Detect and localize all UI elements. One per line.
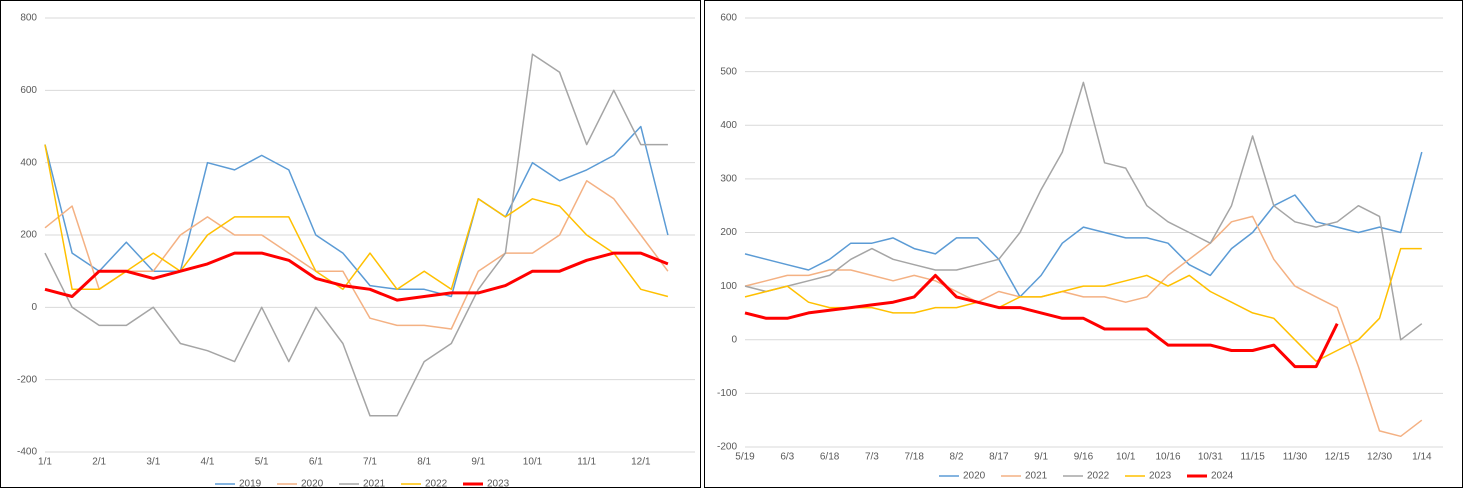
y-tick-label: -100 <box>717 388 737 399</box>
x-tick-label: 2/1 <box>92 457 106 468</box>
y-tick-label: -200 <box>17 374 37 385</box>
x-tick-label: 1/1 <box>38 457 52 468</box>
x-tick-label: 10/31 <box>1198 452 1223 463</box>
series-line <box>44 53 668 417</box>
series-line <box>44 251 669 302</box>
x-tick-label: 8/1 <box>417 457 431 468</box>
y-tick-label: 400 <box>20 157 37 168</box>
legend-label: 2021 <box>1025 471 1048 482</box>
x-tick-label: 7/3 <box>865 452 879 463</box>
series-line <box>44 125 669 298</box>
y-tick-label: 200 <box>720 227 737 238</box>
y-tick-label: -200 <box>717 442 737 453</box>
left-panel <box>0 0 701 488</box>
x-tick-label: 7/1 <box>363 457 377 468</box>
x-tick-label: 1/14 <box>1412 452 1432 463</box>
x-tick-label: 12/1 <box>631 457 651 468</box>
y-tick-label: 800 <box>20 13 37 24</box>
x-tick-label: 6/3 <box>780 452 794 463</box>
series-line <box>44 180 669 330</box>
y-tick-label: 300 <box>720 174 737 185</box>
x-tick-label: 7/18 <box>904 452 924 463</box>
legend-label: 2023 <box>1149 471 1172 482</box>
series-line <box>744 273 1339 369</box>
legend-label: 2022 <box>425 479 448 488</box>
legend-label: 2020 <box>963 471 986 482</box>
x-tick-label: 8/17 <box>989 452 1009 463</box>
x-tick-label: 12/15 <box>1325 452 1350 463</box>
x-tick-label: 3/1 <box>146 457 160 468</box>
series-line <box>744 81 1423 341</box>
y-tick-label: 500 <box>720 66 737 77</box>
y-tick-label: 600 <box>720 13 737 24</box>
legend-label: 2019 <box>239 479 262 488</box>
legend-label: 2020 <box>301 479 324 488</box>
x-tick-label: 9/1 <box>1034 452 1048 463</box>
x-tick-label: 11/15 <box>1240 452 1265 463</box>
x-tick-label: 10/1 <box>523 457 543 468</box>
x-tick-label: 11/1 <box>577 457 596 468</box>
y-tick-label: 0 <box>731 334 737 345</box>
series-line <box>744 151 1423 298</box>
x-tick-label: 5/19 <box>735 452 755 463</box>
x-tick-label: 4/1 <box>201 457 215 468</box>
x-tick-label: 12/30 <box>1367 452 1392 463</box>
y-tick-label: -400 <box>17 447 37 458</box>
x-tick-label: 9/16 <box>1074 452 1094 463</box>
series-line <box>44 144 669 298</box>
y-tick-label: 100 <box>720 281 737 292</box>
x-tick-label: 10/16 <box>1156 452 1181 463</box>
legend-label: 2024 <box>1211 471 1234 482</box>
right-panel <box>704 0 1463 488</box>
x-tick-label: 6/1 <box>309 457 323 468</box>
x-tick-label: 11/30 <box>1283 452 1308 463</box>
legend-label: 2022 <box>1087 471 1110 482</box>
legend-label: 2021 <box>363 479 386 488</box>
y-tick-label: 200 <box>20 230 37 241</box>
x-tick-label: 5/1 <box>255 457 269 468</box>
legend-label: 2023 <box>487 479 510 488</box>
y-tick-label: 400 <box>720 120 737 131</box>
y-tick-label: 600 <box>20 85 37 96</box>
series-line <box>744 215 1423 438</box>
x-tick-label: 6/18 <box>820 452 840 463</box>
x-tick-label: 9/1 <box>471 457 485 468</box>
x-tick-label: 8/2 <box>950 452 964 463</box>
y-tick-label: 0 <box>31 302 37 313</box>
x-tick-label: 10/1 <box>1116 452 1136 463</box>
